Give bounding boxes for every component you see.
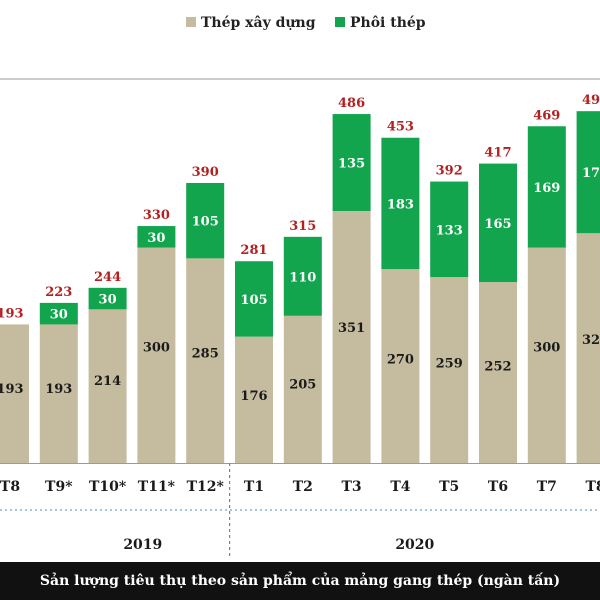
legend-label-phoi-thep: Phôi thép: [350, 15, 426, 31]
bar-phoi-thep: [576, 111, 600, 234]
bar-thep-xay-dung: [283, 315, 322, 463]
bar-total-label: 469: [533, 108, 560, 123]
bar-value-phoi-thep: 110: [289, 270, 316, 285]
bar-thep-xay-dung: [576, 233, 600, 463]
bar-phoi-thep: [479, 163, 517, 283]
bar-value-phoi-thep: 169: [533, 181, 560, 196]
bar-total-label: 453: [387, 120, 414, 135]
bar-total-label: 417: [484, 146, 511, 161]
bar-total-label: 315: [289, 219, 316, 234]
x-tick-label: T6: [488, 479, 508, 495]
bar-phoi-thep: [39, 302, 78, 325]
bar-thep-xay-dung: [381, 269, 420, 463]
x-tick-label: T5: [439, 479, 459, 495]
bar-total-label: 330: [143, 208, 170, 223]
bar-total-label: 244: [94, 270, 121, 285]
bar-total-label: 223: [45, 285, 72, 300]
bar-thep-xay-dung: [186, 258, 225, 463]
x-tick-label: T3: [342, 479, 362, 495]
x-tick-label: T2: [293, 479, 313, 495]
bar-phoi-thep: [430, 181, 469, 278]
year-label: 2019: [123, 537, 162, 553]
bar-value-phoi-thep: 183: [387, 197, 414, 212]
bar-value-thep-xay-dung: 214: [94, 374, 121, 389]
bar-value-phoi-thep: 165: [484, 217, 511, 232]
bar-value-thep-xay-dung: 270: [387, 352, 414, 367]
bar-total-label: 193: [0, 306, 24, 321]
bar-total-label: 392: [436, 164, 463, 179]
bar-phoi-thep: [137, 226, 176, 248]
chart-caption: Sản lượng tiêu thụ theo sản phẩm của mản…: [0, 562, 600, 600]
bar-phoi-thep: [88, 287, 127, 310]
bar-value-thep-xay-dung: 193: [0, 382, 24, 397]
bar-value-phoi-thep: 135: [338, 157, 365, 172]
bar-thep-xay-dung: [137, 247, 176, 463]
legend-label-thep-xay-dung: Thép xây dựng: [201, 15, 316, 31]
bar-value-phoi-thep: 133: [436, 223, 463, 238]
bar-value-phoi-thep: 30: [147, 231, 165, 246]
bar-value-thep-xay-dung: 300: [533, 341, 560, 356]
bar-thep-xay-dung: [430, 277, 469, 463]
bar-value-thep-xay-dung: 285: [192, 346, 219, 361]
legend-swatch-thep-xay-dung: [186, 17, 196, 27]
bar-phoi-thep: [381, 137, 420, 270]
bar-total-label: 486: [338, 96, 365, 111]
bars-group: 193 193 193 30 223 214 30 244 300 30 330 285 105 390 1…: [0, 93, 600, 463]
bar-total-label: 390: [192, 165, 219, 180]
x-tick-label: T7: [537, 479, 557, 495]
bar-thep-xay-dung: [235, 336, 273, 463]
bar-phoi-thep: [283, 236, 322, 316]
bar-phoi-thep: [235, 261, 273, 337]
x-tick-label: T8: [0, 479, 20, 495]
bar-total-label: 281: [240, 243, 267, 258]
bar-value-thep-xay-dung: 259: [436, 357, 463, 372]
bar-value-thep-xay-dung: 205: [289, 378, 316, 393]
x-tick-label: T11*: [138, 479, 176, 495]
legend-swatch-phoi-thep: [335, 17, 345, 27]
bar-thep-xay-dung: [88, 309, 127, 463]
x-tick-label: T8: [586, 479, 600, 495]
bar-value-thep-xay-dung: 300: [143, 341, 170, 356]
bar-thep-xay-dung: [39, 324, 78, 463]
bar-value-thep-xay-dung: 320: [582, 333, 600, 348]
bar-phoi-thep: [332, 114, 371, 211]
x-tick-label: T9*: [45, 479, 73, 495]
bar-thep-xay-dung: [527, 247, 566, 463]
bar-value-thep-xay-dung: 176: [240, 389, 267, 404]
bar-value-thep-xay-dung: 351: [338, 321, 365, 336]
x-tick-label: T4: [390, 479, 410, 495]
x-tick-label: T1: [244, 479, 264, 495]
bar-thep-xay-dung: [0, 324, 29, 463]
bar-phoi-thep: [527, 126, 566, 248]
bar-thep-xay-dung: [332, 210, 371, 463]
x-tick-label: T12*: [187, 479, 225, 495]
bar-value-phoi-thep: 105: [240, 293, 267, 308]
year-label: 2020: [395, 537, 434, 553]
bar-value-phoi-thep: 170: [582, 166, 600, 181]
bar-value-thep-xay-dung: 252: [484, 359, 511, 374]
bar-thep-xay-dung: [479, 282, 517, 463]
bar-value-phoi-thep: 30: [50, 308, 68, 323]
bar-value-phoi-thep: 30: [99, 293, 117, 308]
x-axis: T8 T9* T10* T11* T12* T1 T2 T3 T4 T5 T6 T7 T8 2019 202…: [0, 463, 600, 558]
x-tick-label: T10*: [89, 479, 127, 495]
bar-total-label: 490: [582, 93, 600, 108]
legend: Thép xây dựng Phôi thép: [186, 15, 426, 31]
bar-value-phoi-thep: 105: [192, 215, 219, 230]
bar-value-thep-xay-dung: 193: [45, 382, 72, 397]
bar-phoi-thep: [186, 182, 225, 259]
